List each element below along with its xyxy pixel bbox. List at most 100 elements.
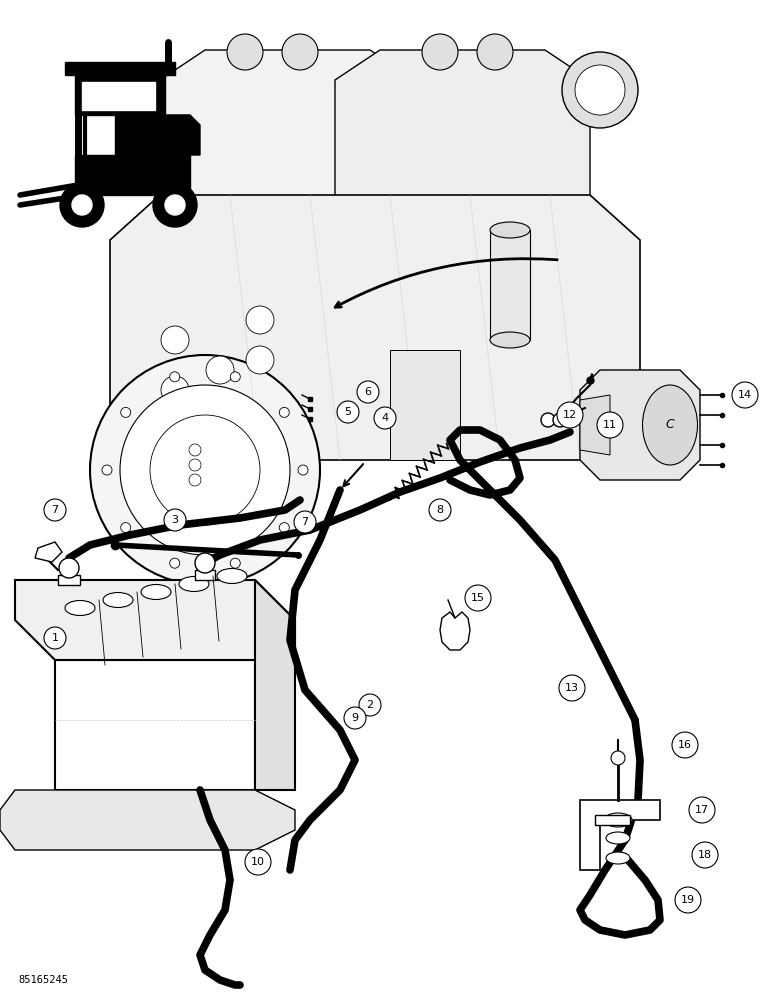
Circle shape (170, 558, 180, 568)
Polygon shape (82, 82, 155, 110)
Polygon shape (75, 155, 190, 195)
Circle shape (294, 511, 316, 533)
Circle shape (477, 34, 513, 70)
Circle shape (165, 195, 185, 215)
Text: 12: 12 (563, 410, 577, 420)
Text: 7: 7 (301, 517, 309, 527)
Polygon shape (595, 815, 630, 825)
Circle shape (120, 523, 130, 533)
Circle shape (357, 381, 379, 403)
Polygon shape (15, 580, 295, 660)
Text: 11: 11 (603, 420, 617, 430)
Polygon shape (195, 570, 215, 580)
Polygon shape (490, 230, 530, 340)
Ellipse shape (179, 576, 209, 591)
Polygon shape (580, 395, 610, 455)
Circle shape (298, 465, 308, 475)
Circle shape (102, 465, 112, 475)
Circle shape (374, 407, 396, 429)
Circle shape (675, 887, 701, 913)
Ellipse shape (141, 584, 171, 599)
Polygon shape (58, 575, 80, 585)
Circle shape (227, 34, 263, 70)
Circle shape (120, 407, 130, 417)
Circle shape (230, 558, 240, 568)
Circle shape (575, 65, 625, 115)
Circle shape (429, 499, 451, 521)
Circle shape (120, 385, 290, 555)
Polygon shape (0, 790, 295, 850)
Circle shape (553, 413, 567, 427)
Polygon shape (255, 580, 295, 790)
Circle shape (422, 34, 458, 70)
Text: 9: 9 (351, 713, 358, 723)
Circle shape (279, 523, 290, 533)
Circle shape (72, 195, 92, 215)
Circle shape (246, 306, 274, 334)
Circle shape (189, 474, 201, 486)
Text: 13: 13 (565, 683, 579, 693)
Polygon shape (440, 612, 470, 650)
Circle shape (337, 401, 359, 423)
Text: 16: 16 (678, 740, 692, 750)
Text: 15: 15 (471, 593, 485, 603)
Text: 8: 8 (436, 505, 444, 515)
Circle shape (90, 355, 320, 585)
Polygon shape (335, 50, 590, 225)
Text: 6: 6 (364, 387, 371, 397)
Polygon shape (55, 660, 255, 790)
Circle shape (559, 675, 585, 701)
Text: 4: 4 (381, 413, 388, 423)
Circle shape (672, 732, 698, 758)
Circle shape (189, 459, 201, 471)
Text: 14: 14 (738, 390, 752, 400)
Polygon shape (160, 50, 415, 225)
Circle shape (206, 356, 234, 384)
Text: 18: 18 (698, 850, 712, 860)
Ellipse shape (606, 852, 630, 864)
Circle shape (59, 558, 79, 578)
Polygon shape (580, 370, 700, 480)
Circle shape (189, 444, 201, 456)
Circle shape (161, 326, 189, 354)
Polygon shape (35, 542, 62, 562)
Text: 19: 19 (681, 895, 695, 905)
Circle shape (164, 509, 186, 531)
Polygon shape (65, 62, 175, 75)
Ellipse shape (642, 385, 697, 465)
Circle shape (245, 849, 271, 875)
Text: 5: 5 (344, 407, 351, 417)
Text: 3: 3 (171, 515, 178, 525)
Circle shape (344, 707, 366, 729)
Circle shape (689, 797, 715, 823)
Circle shape (279, 407, 290, 417)
Circle shape (541, 413, 555, 427)
Circle shape (359, 694, 381, 716)
Circle shape (246, 346, 274, 374)
Polygon shape (580, 800, 660, 870)
Circle shape (44, 499, 66, 521)
Text: 17: 17 (695, 805, 709, 815)
Circle shape (692, 842, 718, 868)
Circle shape (170, 372, 180, 382)
Text: 85165245: 85165245 (18, 975, 68, 985)
Circle shape (597, 412, 623, 438)
Text: 7: 7 (52, 505, 59, 515)
Ellipse shape (606, 832, 630, 844)
Circle shape (153, 183, 197, 227)
Ellipse shape (490, 222, 530, 238)
Ellipse shape (65, 600, 95, 615)
Circle shape (282, 34, 318, 70)
Circle shape (611, 751, 625, 765)
Polygon shape (155, 115, 200, 155)
Text: C: C (665, 418, 675, 432)
Circle shape (161, 376, 189, 404)
Circle shape (44, 627, 66, 649)
Polygon shape (390, 350, 460, 460)
Ellipse shape (604, 813, 632, 827)
Polygon shape (115, 115, 190, 155)
Ellipse shape (103, 592, 133, 607)
Circle shape (557, 402, 583, 428)
Polygon shape (75, 75, 165, 115)
Ellipse shape (217, 568, 247, 584)
